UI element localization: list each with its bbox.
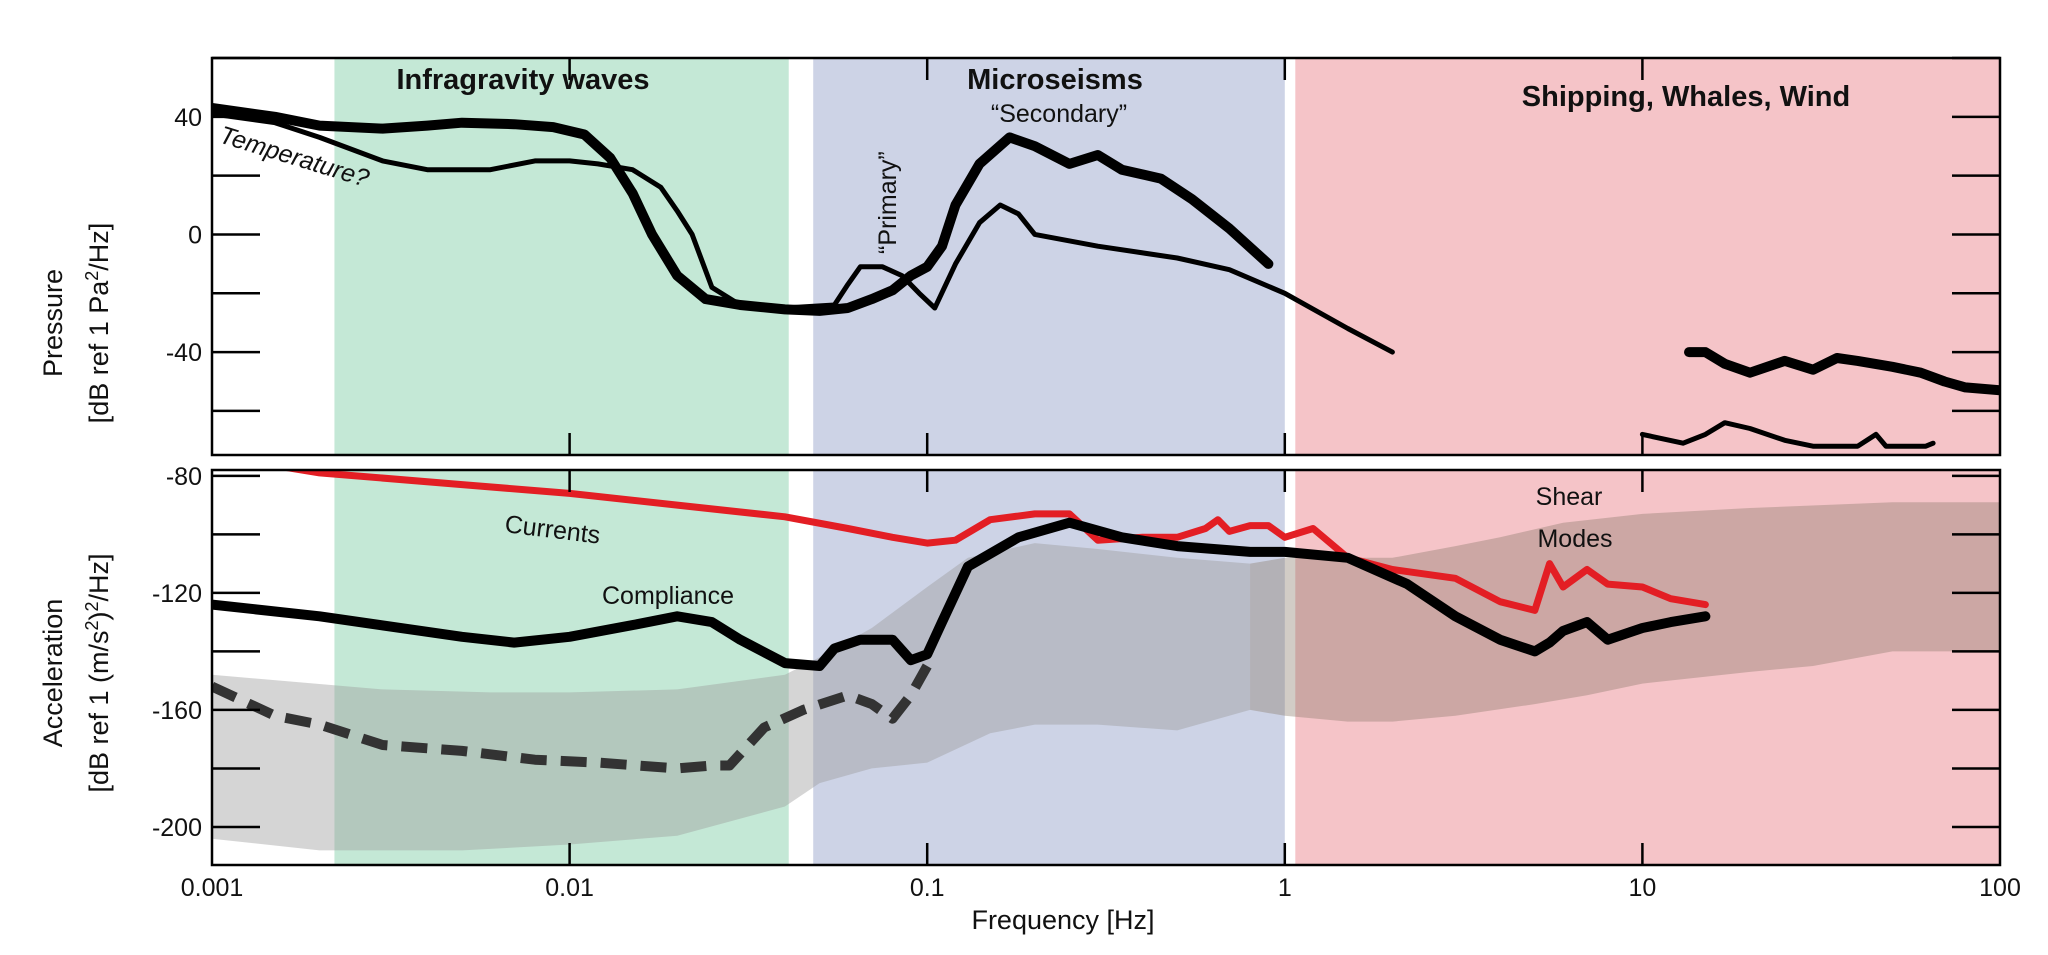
ytick-label-acceleration-3: -200 bbox=[152, 814, 202, 842]
xtick-label-1: 0.01 bbox=[545, 874, 594, 902]
y-axis-title-acceleration-units: [dB ref 1 (m/s2)2/Hz] bbox=[82, 553, 114, 792]
accel-units-suffix: /Hz] bbox=[84, 553, 114, 601]
region-label-shipping: Shipping, Whales, Wind bbox=[1522, 81, 1850, 113]
series-line-pressure-0 bbox=[212, 103, 1274, 316]
y-axis-title-pressure-units: [dB ref 1 Pa2/Hz] bbox=[82, 223, 114, 424]
region-label-infragravity: Infragravity waves bbox=[396, 64, 649, 96]
panel-frame-pressure bbox=[210, 56, 2002, 457]
series-line-acceleration-1 bbox=[212, 517, 1711, 671]
axis-ticks: 40 0 -40 -80 -120 -160 -200 0.001 0.01 0.1 1 10 100 bbox=[152, 56, 2021, 902]
region-2-panel-0 bbox=[1295, 58, 2000, 455]
frequency-region-backgrounds bbox=[334, 58, 2000, 865]
accel-units-mid: ) bbox=[84, 611, 114, 620]
region-label-microseisms: Microseisms bbox=[967, 64, 1143, 96]
xtick-label-0: 0.001 bbox=[181, 874, 244, 902]
xtick-label-5: 100 bbox=[1979, 874, 2021, 902]
panel-frame-acceleration bbox=[210, 468, 2002, 867]
region-1-panel-0 bbox=[813, 58, 1285, 455]
ytick-label-pressure-2: -40 bbox=[166, 339, 202, 367]
ytick-label-pressure-1: 0 bbox=[188, 221, 202, 249]
panel-frames bbox=[210, 56, 2002, 867]
series-line-acceleration-2 bbox=[212, 663, 932, 774]
y-axis-title-acceleration-line1: Acceleration bbox=[38, 599, 68, 748]
annotation-modes: Modes bbox=[1537, 525, 1612, 553]
noise-band-1-1 bbox=[1250, 502, 2000, 722]
xtick-label-2: 0.1 bbox=[910, 874, 945, 902]
xtick-label-3: 1 bbox=[1278, 874, 1292, 902]
y-axis-title-acceleration: Acceleration bbox=[38, 599, 68, 748]
noise-bands bbox=[212, 502, 2000, 851]
region-0-panel-1 bbox=[334, 470, 789, 865]
annotation-shear: Shear bbox=[1536, 483, 1603, 511]
x-axis-title: Frequency [Hz] bbox=[971, 905, 1154, 935]
noise-band-1-0 bbox=[212, 543, 1251, 851]
spectra-lines bbox=[212, 103, 2000, 774]
y-axis-title-pressure-line1: Pressure bbox=[38, 269, 68, 377]
svg-text:[dB ref 1 Pa2/Hz]: [dB ref 1 Pa2/Hz] bbox=[82, 223, 114, 424]
y-axis-title-pressure: Pressure bbox=[38, 269, 68, 377]
pressure-units-sup: 2 bbox=[82, 271, 102, 281]
series-line-pressure-1 bbox=[212, 111, 1395, 355]
pressure-units-prefix: [dB ref 1 Pa bbox=[84, 280, 114, 424]
ytick-label-pressure-0: 40 bbox=[174, 104, 202, 132]
series-line-pressure-2 bbox=[1684, 347, 2000, 396]
svg-text:[dB ref 1 (m/s2)2/Hz]: [dB ref 1 (m/s2)2/Hz] bbox=[82, 553, 114, 792]
ytick-label-acceleration-0: -80 bbox=[166, 463, 202, 491]
accel-units-sup: 2 bbox=[82, 620, 102, 630]
accel-units-sup2: 2 bbox=[82, 601, 102, 611]
accel-units-prefix: [dB ref 1 (m/s bbox=[84, 631, 114, 793]
annotation-secondary: “Secondary” bbox=[991, 100, 1127, 128]
ytick-label-acceleration-1: -120 bbox=[152, 580, 202, 608]
pressure-units-suffix: /Hz] bbox=[84, 223, 114, 271]
region-2-panel-1 bbox=[1295, 470, 2000, 865]
ytick-label-acceleration-2: -160 bbox=[152, 697, 202, 725]
series-line-acceleration-0 bbox=[279, 470, 1709, 614]
region-0-panel-0 bbox=[334, 58, 789, 455]
annotation-compliance: Compliance bbox=[602, 582, 734, 610]
xtick-label-4: 10 bbox=[1628, 874, 1656, 902]
series-line-pressure-3 bbox=[1639, 420, 1936, 449]
annotation-primary: “Primary” bbox=[874, 151, 902, 254]
